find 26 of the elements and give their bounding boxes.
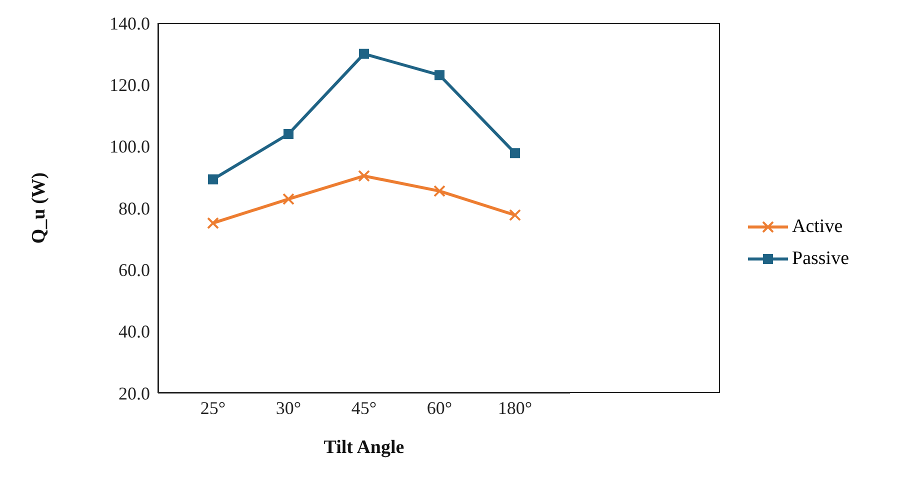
y-tick-label: 140.0 bbox=[110, 13, 150, 34]
x-tick-label: 25° bbox=[200, 398, 226, 418]
point bbox=[282, 193, 294, 206]
y-tick-label: 40.0 bbox=[118, 322, 150, 342]
y-tick-label: 100.0 bbox=[110, 136, 150, 157]
point bbox=[510, 148, 520, 158]
y-tick-label: 120.0 bbox=[110, 75, 150, 96]
point bbox=[207, 217, 219, 230]
x-tick-label: 180° bbox=[498, 398, 532, 418]
legend-label: Active bbox=[792, 216, 843, 238]
point bbox=[358, 170, 370, 182]
x-tick-label: 60° bbox=[426, 398, 452, 418]
point bbox=[284, 129, 294, 139]
legend-label: Passive bbox=[792, 248, 849, 270]
y-tick-label: 20.0 bbox=[118, 383, 150, 404]
y-tick-label: 80.0 bbox=[118, 198, 150, 218]
point bbox=[208, 174, 218, 184]
point bbox=[509, 209, 521, 222]
point bbox=[434, 185, 446, 198]
x-tick-label: 30° bbox=[276, 398, 302, 418]
y-axis-title: Q_u (W) bbox=[28, 172, 50, 244]
x-tick-label: 45° bbox=[351, 398, 377, 418]
point bbox=[434, 70, 444, 80]
y-tick-label: 60.0 bbox=[118, 260, 150, 280]
point bbox=[359, 48, 369, 59]
x-axis-title: Tilt Angle bbox=[324, 437, 404, 458]
